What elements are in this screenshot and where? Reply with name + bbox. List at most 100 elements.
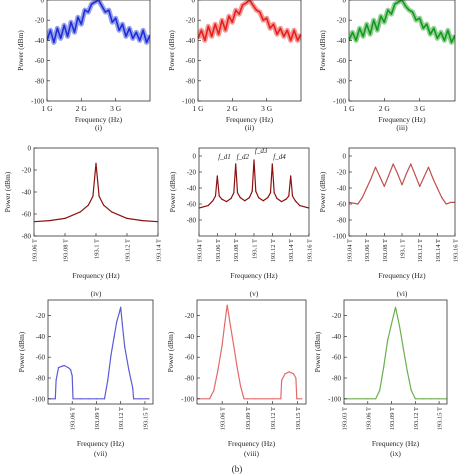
subplot-label-ix: (ix) xyxy=(390,449,401,458)
data-point-v-26 xyxy=(285,198,287,200)
data-point-ii-10 xyxy=(231,21,233,23)
data-point-vii-6 xyxy=(70,369,72,371)
x-tick-label-vi-3: 193.1 T xyxy=(400,239,407,259)
x-tick-label-iv-4: 193.14 T xyxy=(156,239,163,262)
data-point-vi-14 xyxy=(414,174,416,176)
data-point-iv-9 xyxy=(110,211,113,213)
subplot-label-ii: (ii) xyxy=(245,123,255,132)
data-point-iii-19 xyxy=(415,19,417,21)
data-point-ii-22 xyxy=(272,23,275,25)
y-tick-label-ii-2: -60 xyxy=(186,57,196,65)
chart-panel-iii: -100 -80 -60 -40 -20 0 1 G 2 G 3 G Frequency (Hz)… xyxy=(318,0,456,132)
data-point-iii-7 xyxy=(373,19,375,21)
data-point-ii-17 xyxy=(255,9,257,11)
data-point-v-5 xyxy=(218,195,220,197)
data-point-iii-8 xyxy=(376,29,378,31)
data-point-iii-20 xyxy=(419,17,421,19)
data-point-vii-25 xyxy=(148,398,150,400)
data-point-i-17 xyxy=(104,11,106,13)
data-point-iii-3 xyxy=(359,27,361,29)
data-point-vi-1 xyxy=(357,203,359,205)
y-tick-label-iv-1: -60 xyxy=(22,211,32,219)
data-point-viii-12 xyxy=(246,398,248,400)
data-point-viii-6 xyxy=(226,304,228,306)
data-point-iv-11 xyxy=(141,220,144,222)
data-point-i-26 xyxy=(135,31,137,33)
x-axis-label-v: Frequency (Hz) xyxy=(230,271,278,280)
x-tick-label-ix-3: 193.12 T xyxy=(413,407,420,430)
data-point-ii-8 xyxy=(224,29,227,31)
data-point-iii-11 xyxy=(387,9,389,11)
x-tick-label-ii-0: 1 G xyxy=(192,104,204,113)
data-point-ii-16 xyxy=(252,4,254,6)
y-tick-label-viii-2: -60 xyxy=(185,354,195,362)
chart-panel-iv: -80 -60 -40 -20 0 193.06 T 193.08 T 193.1 T 193.… xyxy=(3,145,163,299)
y-tick-label-v-0: -80 xyxy=(187,217,197,225)
x-axis-label-iii: Frequency (Hz) xyxy=(378,115,426,124)
plot-frame-viii xyxy=(196,299,307,405)
x-tick-label-v-6: 193.16 T xyxy=(307,239,314,262)
data-point-ii-11 xyxy=(235,9,237,11)
data-point-vi-20 xyxy=(441,197,443,199)
x-tick-label-iv-1: 193.08 T xyxy=(63,239,70,262)
data-point-viii-4 xyxy=(221,344,223,346)
data-point-viii-14 xyxy=(263,398,265,400)
data-point-iv-6 xyxy=(95,162,97,164)
data-point-iii-9 xyxy=(380,15,382,17)
data-point-viii-10 xyxy=(240,385,242,387)
data-point-ix-12 xyxy=(414,398,416,400)
y-tick-label-v-3: -20 xyxy=(187,169,197,177)
data-point-vii-24 xyxy=(140,398,142,400)
data-point-iii-24 xyxy=(433,27,435,29)
series-line-vii xyxy=(48,306,149,400)
data-point-vii-3 xyxy=(57,367,60,369)
data-point-vii-18 xyxy=(120,306,122,308)
data-point-v-16 xyxy=(253,159,255,161)
data-point-iii-27 xyxy=(443,39,445,42)
plot-frame-vii xyxy=(47,299,154,405)
data-point-v-7 xyxy=(225,201,228,203)
x-tick-label-vii-3: 193.15 T xyxy=(142,407,149,430)
data-point-iv-2 xyxy=(64,217,66,219)
y-tick-label-vii-0: -100 xyxy=(32,395,45,403)
series-line-ix xyxy=(344,306,447,400)
data-point-ii-21 xyxy=(269,27,271,29)
data-point-v-14 xyxy=(248,197,250,199)
y-tick-label-vii-3: -40 xyxy=(36,333,46,341)
data-point-i-6 xyxy=(67,35,69,38)
x-tick-label-v-3: 193.1 T xyxy=(252,239,259,259)
data-point-ii-29 xyxy=(297,39,299,42)
data-point-iv-3 xyxy=(79,211,82,213)
x-tick-label-vi-6: 193.16 T xyxy=(453,239,460,262)
x-tick-label-vi-5: 193.14 T xyxy=(435,239,442,262)
data-point-vii-19 xyxy=(121,323,123,325)
y-tick-label-vii-1: -80 xyxy=(36,375,46,383)
data-point-v-13 xyxy=(244,200,246,202)
data-point-iii-29 xyxy=(450,41,453,44)
series-line-vi xyxy=(349,163,455,205)
peak-annotation-2: f_d3 xyxy=(255,147,268,155)
data-point-vi-21 xyxy=(445,203,447,205)
plot-frame-i xyxy=(46,0,151,102)
x-tick-label-iv-0: 193.06 T xyxy=(32,239,39,262)
x-tick-label-vii-2: 193.12 T xyxy=(118,407,125,430)
data-point-viii-19 xyxy=(288,371,290,373)
y-tick-label-iii-2: -60 xyxy=(337,57,347,65)
data-point-v-11 xyxy=(236,192,239,194)
y-tick-label-v-2: -40 xyxy=(187,185,197,193)
data-point-vi-6 xyxy=(379,176,381,178)
data-point-v-2 xyxy=(212,200,214,202)
data-point-ii-6 xyxy=(218,33,220,35)
data-point-v-21 xyxy=(269,192,272,194)
peak-annotation-1: f_d2 xyxy=(237,153,250,161)
peak-annotation-3: f_d4 xyxy=(273,153,286,161)
x-tick-label-iv-3: 193.12 T xyxy=(125,239,132,262)
data-point-ii-28 xyxy=(293,29,295,31)
data-point-ii-3 xyxy=(207,25,209,27)
y-tick-label-ii-3: -40 xyxy=(186,37,196,45)
data-point-ix-9 xyxy=(402,348,404,350)
data-point-viii-15 xyxy=(271,398,274,400)
y-axis-label-v: Power (dBm) xyxy=(168,171,177,212)
data-point-ix-4 xyxy=(383,367,385,369)
data-point-ix-3 xyxy=(379,389,381,392)
